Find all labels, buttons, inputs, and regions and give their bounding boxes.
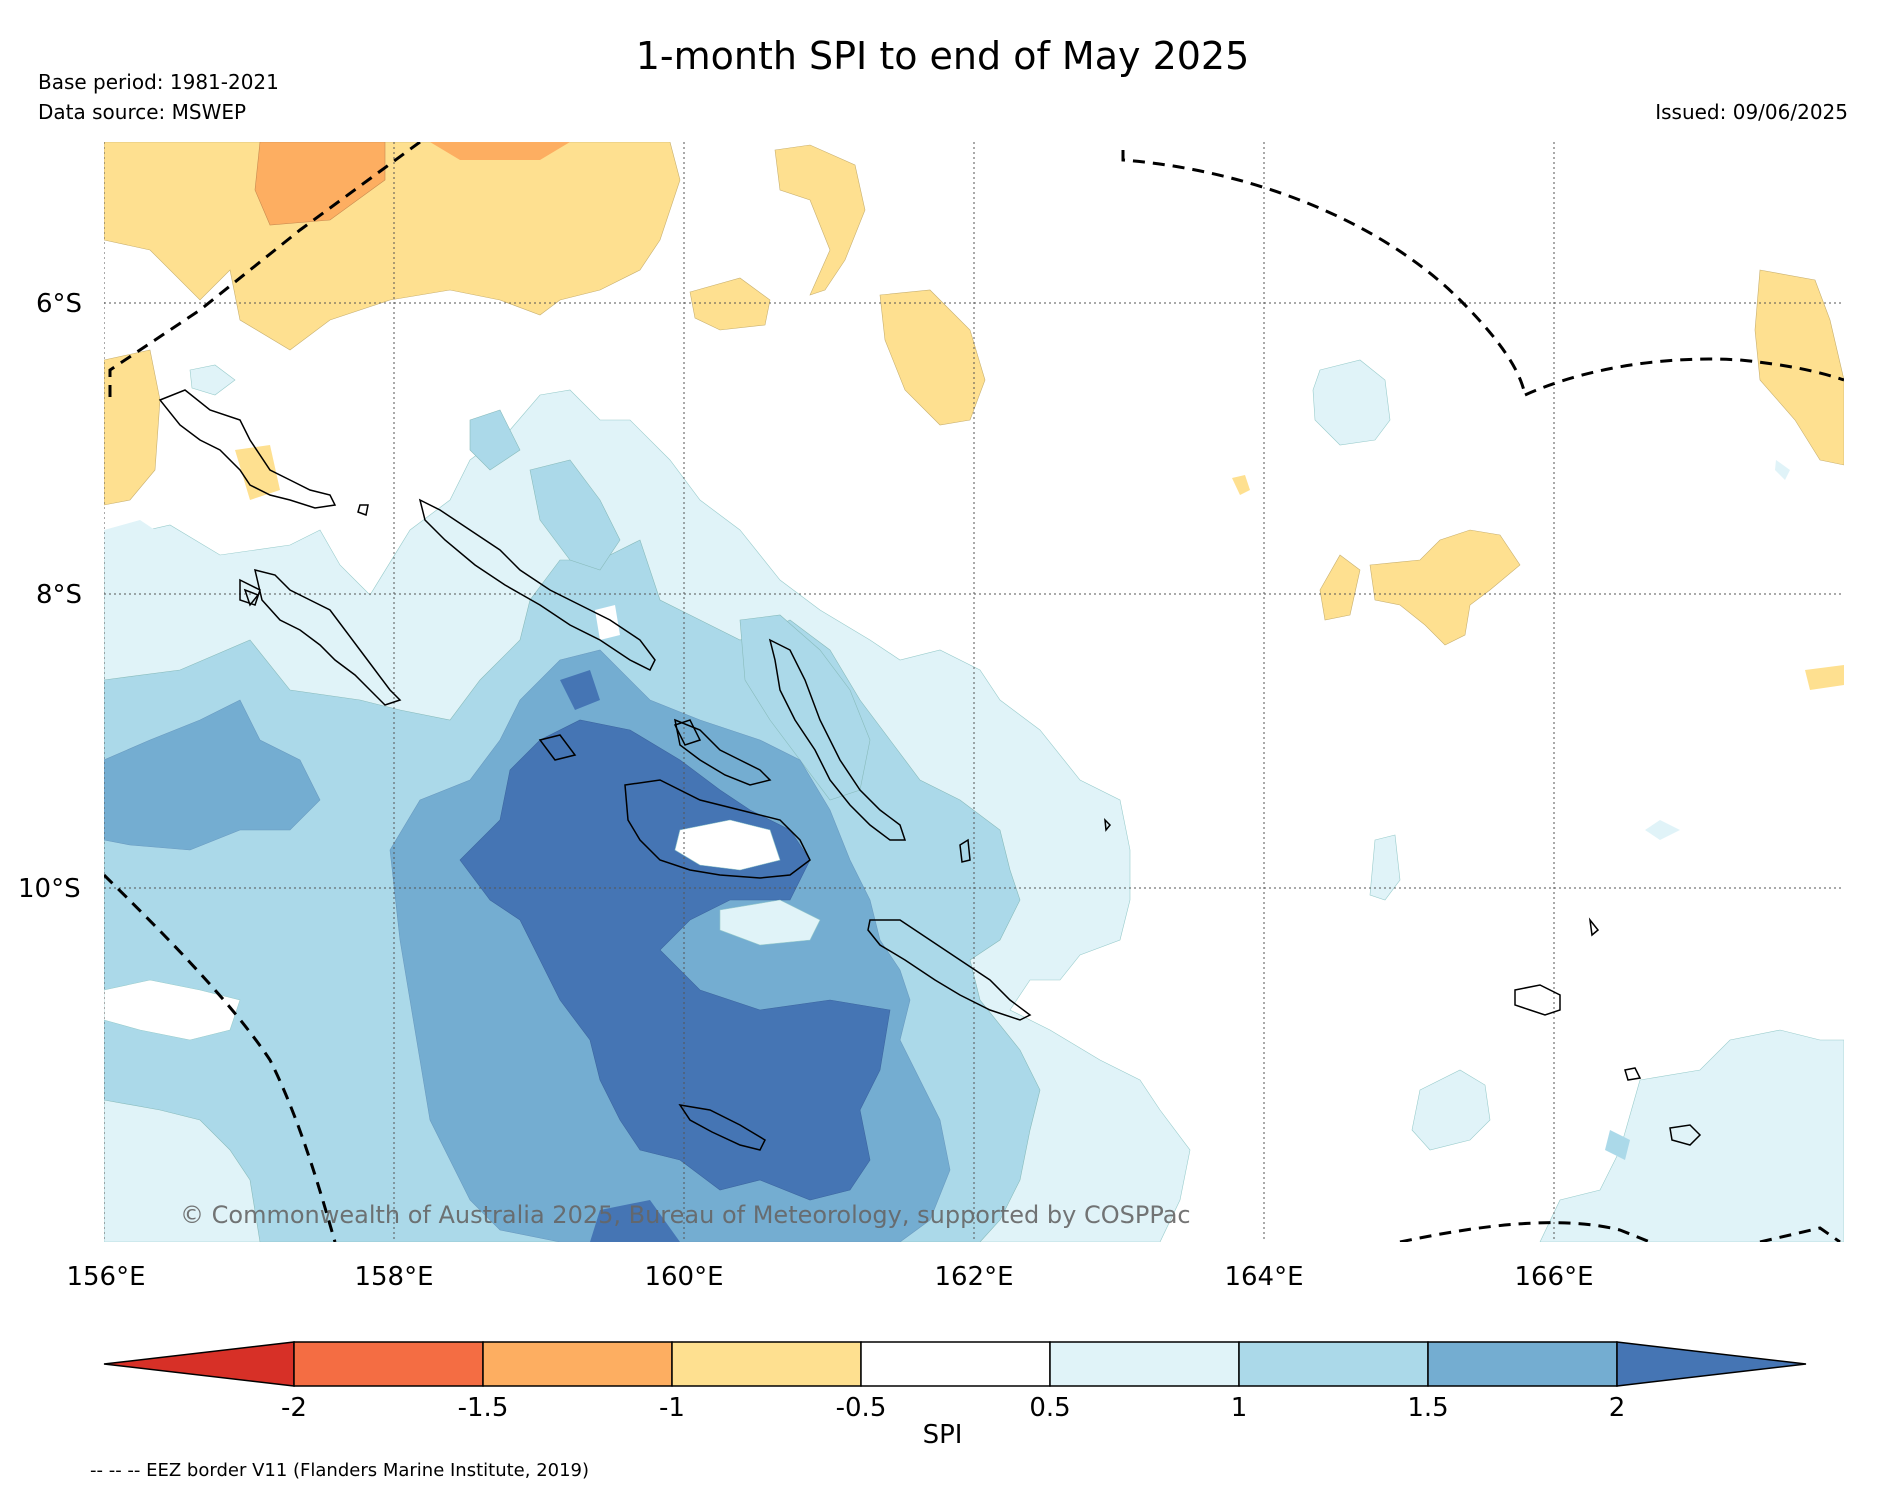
lon-label-162e: 162°E — [934, 1262, 1013, 1292]
graticule — [104, 142, 1844, 1242]
near-normal-hole-1 — [674, 819, 781, 871]
colorbar-bin-3 — [671, 1341, 862, 1387]
wet-patch-mod-1 — [529, 459, 621, 571]
colorbar-bin-4 — [860, 1341, 1051, 1387]
dry-patch-b — [689, 277, 771, 331]
colorbar-tick: 1.5 — [1407, 1393, 1448, 1423]
dry-patch-d — [1319, 554, 1361, 621]
island-small-2 — [243, 588, 260, 607]
island-vella — [239, 578, 261, 606]
colorbar-tick: -1.5 — [458, 1393, 509, 1423]
island-makira — [867, 919, 1032, 1021]
island-santa-cruz — [1514, 984, 1561, 1016]
map-title: 1-month SPI to end of May 2025 — [635, 34, 1250, 78]
wet-patch-east-5 — [1645, 820, 1680, 840]
wet-patch-extreme-2 — [560, 670, 600, 710]
island-utupua — [1624, 1067, 1642, 1081]
island-small-1 — [357, 504, 369, 517]
wet-patch-east-2 — [1369, 834, 1401, 901]
dry-patch-a — [774, 144, 866, 296]
copyright-watermark: © Commonwealth of Australia 2025, Bureau… — [180, 1201, 1191, 1229]
colorbar-bin-2 — [482, 1341, 673, 1387]
issued-date-text: Issued: 09/06/2025 — [1655, 100, 1848, 124]
island-malaita — [768, 638, 907, 841]
base-period-text: Base period: 1981-2021 — [38, 70, 279, 94]
wet-patch-east-4 — [1539, 1029, 1844, 1242]
dry-patch-f — [1754, 269, 1844, 466]
colorbar-tick: -2 — [281, 1393, 307, 1423]
eez-border-note: -- -- -- EEZ border V11 (Flanders Marine… — [90, 1460, 590, 1481]
wet-patch-mod-4 — [1605, 1130, 1630, 1160]
colorbar-tick: 0.5 — [1029, 1393, 1070, 1423]
data-source-text: Data source: MSWEP — [38, 100, 247, 124]
dry-region-north — [104, 142, 681, 351]
colorbar-tick: -1 — [659, 1393, 685, 1423]
dry-patch-e — [1369, 529, 1521, 646]
colorbar-bin-6 — [1238, 1341, 1429, 1387]
wet-patch-mod-3 — [469, 409, 521, 471]
colorbar-tick: -0.5 — [836, 1393, 887, 1423]
colorbar-bin-1 — [293, 1341, 484, 1387]
lat-label-10s: 10°S — [18, 874, 81, 904]
island-florida — [673, 719, 702, 746]
coastlines — [158, 389, 1702, 1151]
island-guadalcanal — [624, 779, 811, 879]
colorbar-extend-dry — [103, 1341, 295, 1387]
island-duff — [1588, 917, 1600, 937]
wet-region-heavy — [104, 699, 321, 851]
colorbar-bin-5 — [1049, 1341, 1240, 1387]
colorbar-tick: 2 — [1609, 1393, 1626, 1423]
lat-label-8s: 8°S — [36, 580, 82, 610]
lon-label-160e: 160°E — [644, 1262, 723, 1292]
lon-label-156e: 156°E — [66, 1262, 145, 1292]
wet-region-extreme — [459, 719, 891, 1201]
eez-borders — [104, 142, 1844, 1242]
dry-patch-g — [1805, 665, 1844, 690]
dry-region-north-strong-2 — [430, 142, 570, 160]
dry-patch-c — [879, 289, 986, 426]
wet-patch-extreme-3 — [590, 1200, 680, 1242]
island-russell — [538, 734, 577, 761]
near-normal-hole-2 — [104, 979, 241, 1041]
wet-patch-w — [104, 520, 170, 560]
island-sikaiana — [1104, 817, 1112, 832]
dry-patch-i — [235, 445, 280, 500]
island-santa-isabel — [673, 718, 772, 786]
lon-label-166e: 166°E — [1514, 1262, 1593, 1292]
lat-label-6s: 6°S — [36, 289, 82, 319]
colorbar-extend-wet — [1616, 1341, 1807, 1387]
lon-label-164e: 164°E — [1224, 1262, 1303, 1292]
near-normal-hole-4 — [595, 605, 620, 640]
dry-patch-h — [1232, 475, 1250, 495]
island-vanikoro — [1669, 1124, 1702, 1146]
island-rennell — [678, 1103, 766, 1151]
near-normal-hole-3 — [719, 899, 821, 946]
wet-patch-nw — [189, 364, 236, 396]
island-ulawa — [959, 838, 971, 863]
island-bougainville — [158, 389, 337, 509]
colorbar-label: SPI — [922, 1420, 963, 1450]
wet-patch-east-3 — [1411, 1069, 1491, 1151]
spi-colorbar — [103, 1341, 1807, 1387]
dry-region-north-strong — [254, 142, 386, 226]
island-choiseul — [418, 498, 656, 672]
dry-region-west — [104, 349, 161, 506]
island-new-georgia — [253, 568, 402, 706]
wet-patch-se — [1775, 460, 1790, 480]
lon-label-158e: 158°E — [354, 1262, 433, 1292]
spi-contours: © Commonwealth of Australia 2025, Bureau… — [104, 142, 1844, 1242]
colorbar-tick: 1 — [1231, 1393, 1248, 1423]
colorbar-bin-7 — [1427, 1341, 1618, 1387]
wet-patch-east-1 — [1312, 359, 1391, 446]
